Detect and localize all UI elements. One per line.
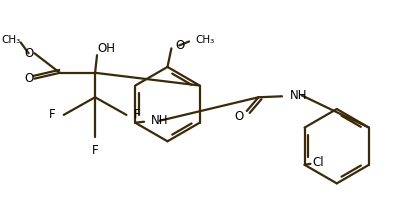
Text: OH: OH xyxy=(97,42,115,55)
Text: O: O xyxy=(24,47,33,60)
Text: F: F xyxy=(49,108,56,121)
Text: CH₃: CH₃ xyxy=(195,35,214,44)
Text: O: O xyxy=(234,110,244,123)
Text: O: O xyxy=(24,72,33,85)
Text: NH: NH xyxy=(290,89,307,102)
Text: F: F xyxy=(134,108,141,121)
Text: O: O xyxy=(175,39,185,52)
Text: NH: NH xyxy=(151,114,168,127)
Text: F: F xyxy=(92,144,98,157)
Text: Cl: Cl xyxy=(312,156,324,169)
Text: CH₃: CH₃ xyxy=(1,35,21,44)
